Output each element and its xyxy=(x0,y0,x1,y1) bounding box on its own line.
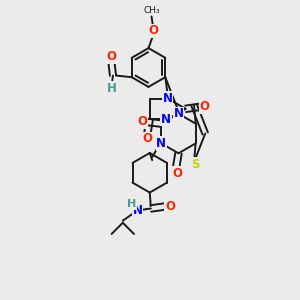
Text: CH₃: CH₃ xyxy=(143,6,160,15)
Text: N: N xyxy=(173,107,184,120)
Text: O: O xyxy=(172,167,182,180)
Text: O: O xyxy=(142,132,152,145)
Text: O: O xyxy=(138,116,148,128)
Text: N: N xyxy=(156,137,167,150)
Text: H: H xyxy=(127,200,136,209)
Text: O: O xyxy=(165,200,175,213)
Text: N: N xyxy=(163,92,173,105)
Text: O: O xyxy=(148,24,159,37)
Text: H: H xyxy=(107,82,117,95)
Text: O: O xyxy=(106,50,116,63)
Text: S: S xyxy=(191,158,200,171)
Text: N: N xyxy=(161,112,171,125)
Text: N: N xyxy=(133,204,142,217)
Text: O: O xyxy=(200,100,209,113)
